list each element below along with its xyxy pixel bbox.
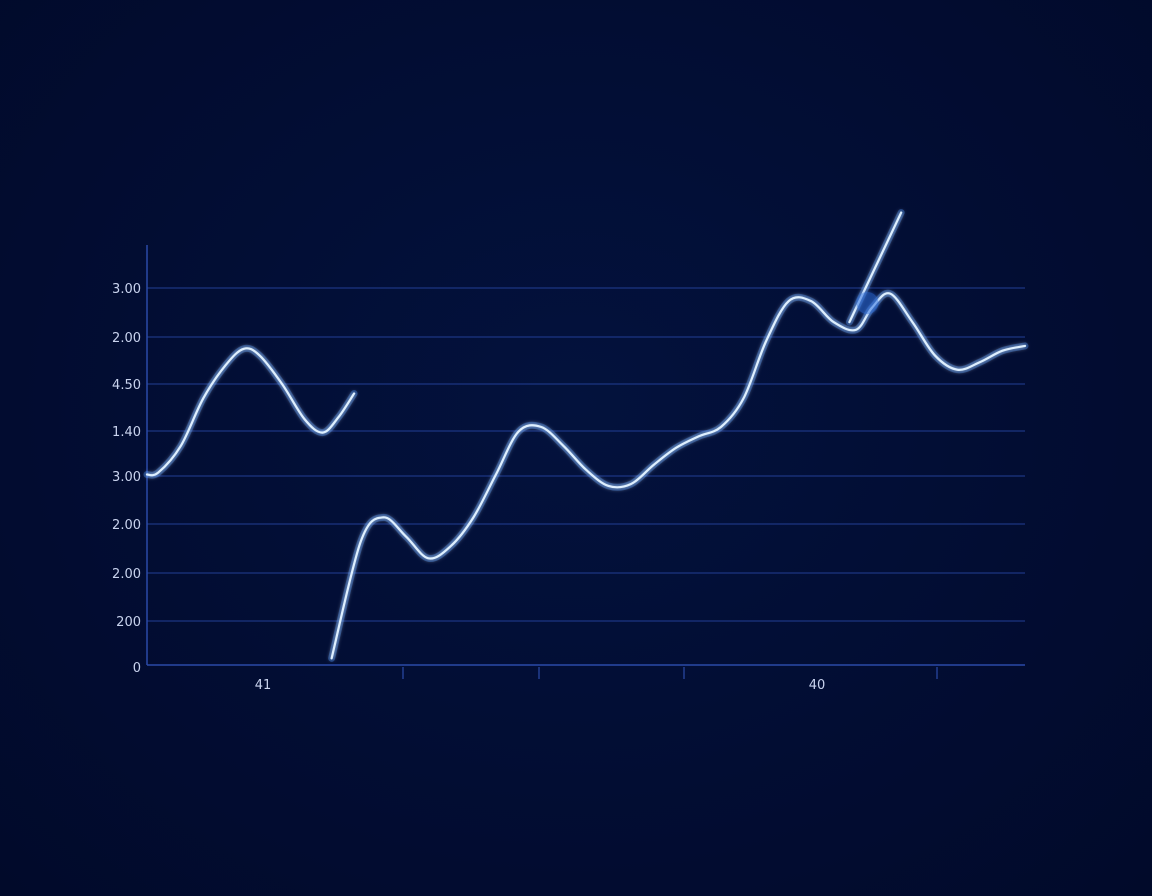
y-tick-label: 2.00 — [112, 567, 141, 582]
y-tick-label: 200 — [116, 615, 141, 630]
highlight-marker — [856, 292, 879, 315]
series-line-glow — [143, 344, 358, 479]
y-tick-label: 3.00 — [112, 282, 141, 297]
y-tick-labels: 3.00 2.00 4.50 1.40 3.00 2.00 2.00 200 0 — [112, 282, 141, 676]
grid-lines — [147, 287, 1025, 622]
y-tick-label: 1.40 — [112, 425, 141, 440]
series-line — [145, 347, 356, 477]
y-tick-label: 2.00 — [112, 331, 141, 346]
axes — [146, 245, 1025, 666]
y-tick-label: 2.00 — [112, 518, 141, 533]
highlight-point — [856, 292, 879, 315]
x-ticks: 41 40 — [255, 667, 938, 693]
y-tick-label: 3.00 — [112, 470, 141, 485]
series-lines — [143, 209, 1029, 662]
x-tick-label: 41 — [255, 678, 272, 693]
series-line — [330, 292, 1027, 660]
y-tick-label: 4.50 — [112, 378, 141, 393]
y-tick-label: 0 — [133, 661, 141, 676]
x-tick-label: 40 — [809, 678, 826, 693]
